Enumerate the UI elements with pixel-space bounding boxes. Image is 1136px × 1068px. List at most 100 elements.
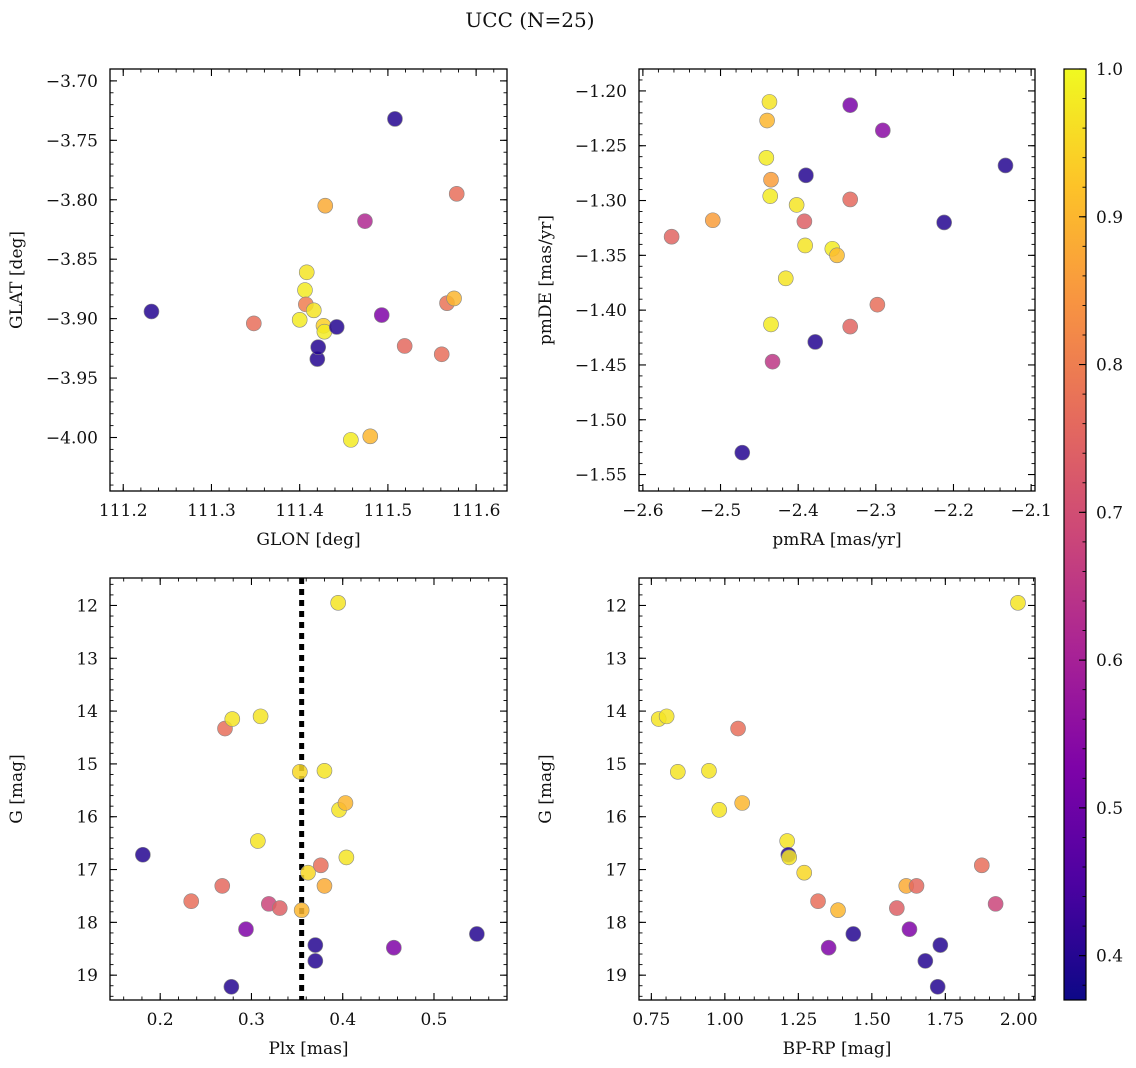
data-point bbox=[973, 857, 990, 874]
panel-glon-glat: 111.2 111.3 111.4 111.5 111.6 −3.70 −3.75 −3.80… bbox=[7, 68, 508, 550]
x-tick-label: −2.4 bbox=[778, 501, 819, 521]
y-axis-label: GLAT [deg] bbox=[7, 231, 27, 329]
colorbar-tick-label: 0.4 bbox=[1096, 947, 1123, 967]
data-point bbox=[889, 900, 905, 916]
data-point bbox=[298, 264, 315, 281]
y-tick-label: −3.95 bbox=[46, 369, 98, 389]
data-point bbox=[807, 334, 824, 350]
data-point bbox=[759, 112, 775, 129]
x-tick-label: −2.6 bbox=[622, 501, 663, 521]
data-point bbox=[797, 237, 813, 254]
y-tick-label: 13 bbox=[605, 649, 627, 669]
x-axis-label: GLON [deg] bbox=[256, 530, 360, 550]
y-tick-label: 18 bbox=[605, 913, 627, 933]
data-point bbox=[781, 849, 798, 866]
data-point bbox=[788, 197, 805, 213]
y-tick-label: 16 bbox=[76, 808, 98, 828]
data-point bbox=[761, 94, 778, 110]
y-tick-label: −3.75 bbox=[46, 131, 98, 151]
y-tick-label: −1.50 bbox=[575, 411, 627, 431]
x-tick-label: 1.00 bbox=[706, 1010, 744, 1030]
data-point bbox=[842, 97, 859, 113]
data-point bbox=[917, 953, 934, 969]
panel-plx-g: 0.2 0.3 0.4 0.5 12 13 14 15 16 17 18 19 Plx [mas] G [… bbox=[7, 577, 508, 1059]
x-tick-label: −2.3 bbox=[855, 501, 896, 521]
data-point bbox=[328, 319, 345, 335]
data-point bbox=[357, 213, 373, 229]
plot-frame bbox=[109, 68, 508, 492]
data-point bbox=[362, 428, 379, 445]
data-point bbox=[711, 802, 728, 818]
data-point bbox=[469, 926, 485, 942]
data-point bbox=[246, 315, 262, 332]
data-point bbox=[798, 167, 814, 184]
data-point bbox=[875, 122, 891, 139]
plot-frame bbox=[638, 577, 1036, 1001]
x-tick-label: 0.75 bbox=[632, 1010, 670, 1030]
x-tick-label: 1.25 bbox=[779, 1010, 817, 1030]
y-tick-label: 15 bbox=[605, 755, 627, 775]
colorbar-tick-label: 0.8 bbox=[1096, 356, 1123, 376]
plot-frame bbox=[109, 577, 508, 1001]
data-point bbox=[446, 290, 462, 307]
x-tick-label: 1.75 bbox=[926, 1010, 964, 1030]
data-point bbox=[987, 896, 1004, 912]
y-tick-label: −1.45 bbox=[575, 356, 627, 376]
y-tick-label: −4.00 bbox=[46, 429, 98, 449]
data-point bbox=[779, 833, 795, 849]
data-point bbox=[293, 902, 310, 919]
x-tick-label: 111.2 bbox=[99, 501, 148, 521]
data-point bbox=[734, 795, 750, 811]
data-point bbox=[830, 902, 846, 919]
data-point bbox=[997, 157, 1014, 174]
data-point bbox=[908, 878, 925, 894]
data-point bbox=[758, 149, 775, 166]
x-axis-label: BP-RP [mag] bbox=[783, 1039, 892, 1059]
data-point bbox=[316, 878, 333, 894]
y-tick-label: −3.70 bbox=[46, 72, 98, 92]
data-point bbox=[932, 937, 949, 953]
data-point bbox=[224, 711, 241, 727]
y-tick-label: 18 bbox=[76, 913, 98, 933]
y-tick-label: 17 bbox=[605, 861, 627, 881]
data-point bbox=[316, 762, 333, 779]
data-point bbox=[373, 307, 390, 323]
data-point bbox=[338, 849, 355, 866]
data-point bbox=[929, 978, 946, 995]
x-tick-label: 1.50 bbox=[853, 1010, 891, 1030]
y-tick-label: −3.90 bbox=[46, 310, 98, 330]
data-point bbox=[829, 247, 845, 264]
data-point bbox=[670, 764, 686, 780]
x-axis-label: Plx [mas] bbox=[268, 1039, 348, 1059]
y-tick-label: 14 bbox=[605, 702, 627, 722]
data-point bbox=[300, 864, 316, 881]
data-point bbox=[386, 939, 402, 956]
x-tick-label: 0.5 bbox=[420, 1010, 447, 1030]
data-point bbox=[777, 270, 794, 287]
figure-title: UCC (N=25) bbox=[465, 8, 594, 32]
y-tick-label: −1.55 bbox=[575, 466, 627, 486]
y-tick-label: 13 bbox=[76, 649, 98, 669]
data-point bbox=[936, 214, 952, 231]
data-point bbox=[214, 878, 231, 894]
data-point bbox=[313, 857, 329, 874]
data-point bbox=[250, 833, 266, 849]
y-axis-label: G [mag] bbox=[536, 754, 556, 823]
colorbar-gradient bbox=[1063, 68, 1087, 1001]
data-point bbox=[271, 900, 288, 916]
data-point bbox=[143, 303, 160, 320]
data-point bbox=[763, 316, 779, 333]
y-tick-label: 12 bbox=[76, 596, 98, 616]
data-point bbox=[730, 720, 746, 737]
data-point bbox=[343, 432, 359, 448]
panel-pmra-pmde: −2.6 −2.5 −2.4 −2.3 −2.2 −2.1 −1.20 −1.25 −1.30 −… bbox=[536, 68, 1052, 550]
colorbar-tick-label: 0.9 bbox=[1096, 208, 1123, 228]
data-point bbox=[330, 595, 346, 611]
data-point bbox=[396, 338, 413, 354]
y-tick-label: −1.30 bbox=[575, 192, 627, 212]
colorbar-tick-label: 1.0 bbox=[1096, 60, 1123, 80]
data-point bbox=[135, 846, 151, 863]
data-point bbox=[796, 864, 813, 881]
y-tick-label: 14 bbox=[76, 702, 98, 722]
y-tick-label: 12 bbox=[605, 596, 627, 616]
